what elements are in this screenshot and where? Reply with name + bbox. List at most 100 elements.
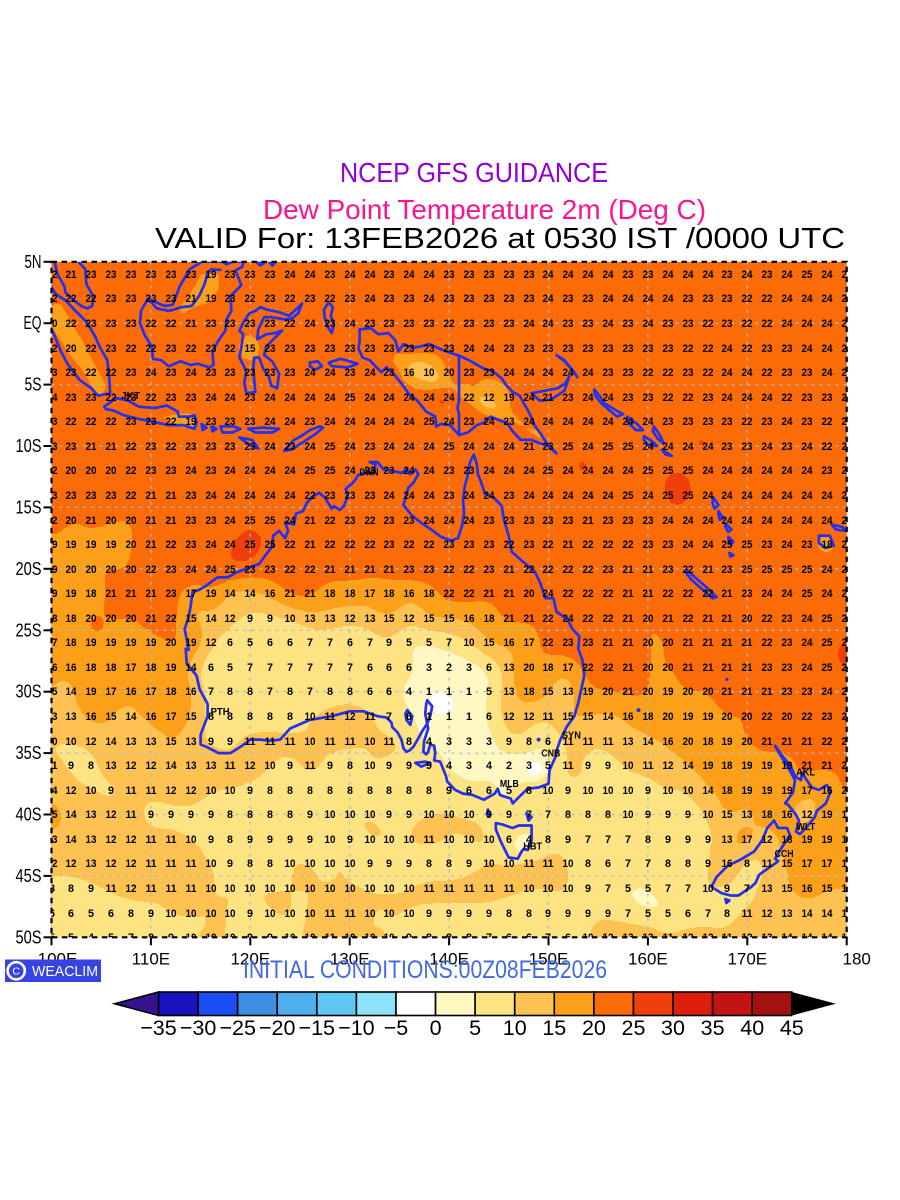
svg-text:12: 12	[146, 760, 157, 772]
svg-text:23: 23	[126, 318, 137, 330]
svg-text:18: 18	[762, 809, 773, 821]
svg-text:19: 19	[166, 662, 177, 674]
svg-text:24: 24	[265, 416, 276, 428]
svg-text:11: 11	[265, 736, 276, 748]
svg-text:24: 24	[524, 416, 535, 428]
svg-text:23: 23	[504, 269, 515, 281]
svg-text:16: 16	[464, 613, 475, 625]
svg-text:24: 24	[603, 318, 614, 330]
svg-text:23: 23	[464, 367, 475, 379]
svg-text:22: 22	[47, 293, 58, 305]
svg-text:8: 8	[367, 785, 373, 797]
svg-text:23: 23	[444, 465, 455, 477]
svg-text:7: 7	[705, 908, 711, 920]
svg-text:19: 19	[47, 564, 58, 576]
svg-text:9: 9	[108, 785, 114, 797]
svg-text:23: 23	[384, 269, 395, 281]
svg-text:15: 15	[444, 613, 455, 625]
svg-text:9: 9	[247, 613, 253, 625]
svg-text:8: 8	[128, 908, 134, 920]
svg-text:9: 9	[227, 858, 233, 870]
svg-text:9: 9	[545, 908, 551, 920]
svg-text:22: 22	[146, 392, 157, 404]
svg-text:22: 22	[444, 588, 455, 600]
svg-text:23: 23	[683, 318, 694, 330]
svg-text:24: 24	[543, 318, 554, 330]
svg-text:12: 12	[504, 711, 515, 723]
svg-text:9: 9	[565, 834, 571, 846]
svg-text:23: 23	[225, 441, 236, 453]
svg-text:24: 24	[822, 343, 833, 355]
svg-text:22: 22	[504, 539, 515, 551]
svg-text:20: 20	[47, 318, 58, 330]
svg-text:5: 5	[645, 908, 651, 920]
svg-text:9: 9	[148, 809, 154, 821]
svg-text:22: 22	[285, 564, 296, 576]
svg-text:15: 15	[782, 858, 793, 870]
svg-text:19: 19	[722, 736, 733, 748]
svg-text:21: 21	[703, 564, 714, 576]
svg-text:21: 21	[623, 564, 634, 576]
svg-text:6: 6	[685, 908, 691, 920]
svg-text:21: 21	[166, 515, 177, 527]
svg-text:23: 23	[384, 293, 395, 305]
svg-text:21: 21	[623, 662, 634, 674]
svg-text:24: 24	[404, 416, 415, 428]
svg-text:15: 15	[563, 711, 574, 723]
svg-text:11: 11	[325, 932, 336, 944]
svg-text:13: 13	[782, 908, 793, 920]
svg-text:24: 24	[822, 564, 833, 576]
svg-text:24: 24	[345, 465, 356, 477]
svg-text:6: 6	[367, 686, 373, 698]
svg-text:19: 19	[782, 785, 793, 797]
svg-text:SYN: SYN	[562, 730, 581, 742]
svg-text:11: 11	[305, 760, 316, 772]
svg-text:5: 5	[625, 883, 631, 895]
svg-text:7: 7	[605, 834, 611, 846]
svg-text:23: 23	[722, 318, 733, 330]
svg-text:3: 3	[526, 760, 532, 772]
svg-text:25S: 25S	[16, 619, 42, 640]
svg-text:14: 14	[66, 809, 77, 821]
svg-text:14: 14	[47, 785, 58, 797]
svg-text:23: 23	[762, 269, 773, 281]
svg-text:9: 9	[347, 834, 353, 846]
svg-text:24: 24	[225, 465, 236, 477]
svg-text:23: 23	[404, 564, 415, 576]
svg-text:23: 23	[464, 539, 475, 551]
svg-text:23: 23	[742, 441, 753, 453]
svg-text:21: 21	[802, 760, 813, 772]
svg-text:17: 17	[106, 686, 117, 698]
svg-text:11: 11	[146, 785, 157, 797]
svg-text:10: 10	[305, 883, 316, 895]
svg-text:23: 23	[822, 711, 833, 723]
svg-text:23: 23	[365, 490, 376, 502]
svg-text:10: 10	[623, 760, 634, 772]
svg-text:9: 9	[585, 883, 591, 895]
svg-text:22: 22	[285, 539, 296, 551]
svg-text:24: 24	[683, 441, 694, 453]
svg-text:21: 21	[623, 637, 634, 649]
svg-text:23: 23	[225, 293, 236, 305]
svg-text:20: 20	[126, 515, 137, 527]
svg-text:9: 9	[188, 809, 194, 821]
svg-text:24: 24	[365, 416, 376, 428]
svg-text:5: 5	[426, 637, 432, 649]
svg-text:12: 12	[126, 858, 137, 870]
svg-text:24: 24	[822, 686, 833, 698]
svg-text:23: 23	[166, 293, 177, 305]
svg-text:11: 11	[464, 883, 475, 895]
svg-text:9: 9	[565, 785, 571, 797]
svg-text:14: 14	[206, 613, 217, 625]
svg-text:22: 22	[762, 318, 773, 330]
svg-text:25: 25	[424, 416, 435, 428]
svg-text:15: 15	[186, 613, 197, 625]
svg-text:11: 11	[663, 932, 674, 944]
svg-text:13: 13	[186, 736, 197, 748]
svg-text:9: 9	[247, 932, 253, 944]
svg-text:22: 22	[524, 564, 535, 576]
svg-text:23: 23	[722, 441, 733, 453]
svg-text:23: 23	[166, 564, 177, 576]
svg-text:9: 9	[665, 809, 671, 821]
svg-text:21: 21	[623, 686, 634, 698]
